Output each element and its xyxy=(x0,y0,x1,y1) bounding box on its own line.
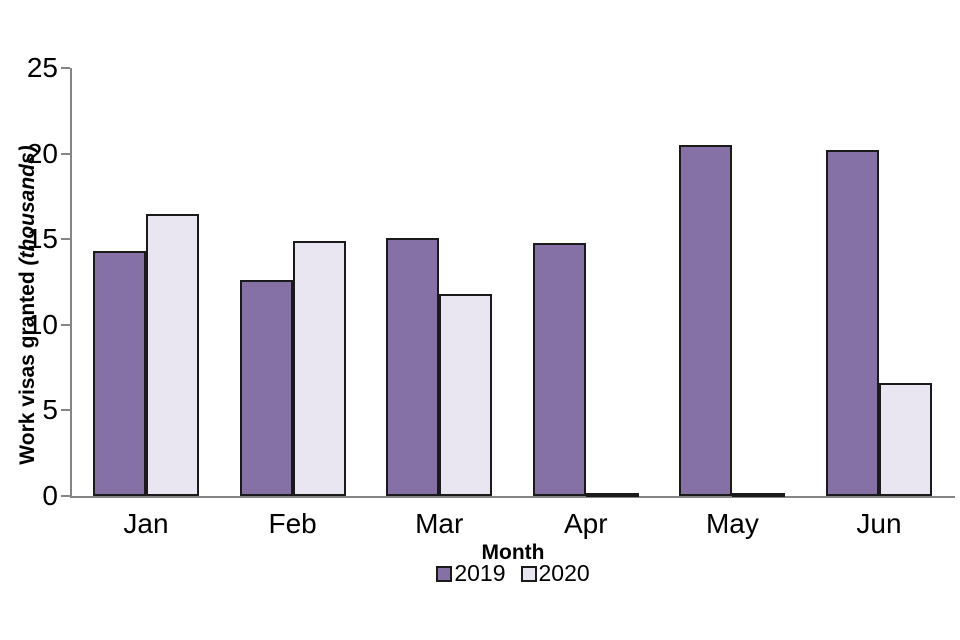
y-tick-label: 20 xyxy=(26,137,58,169)
x-tick-label: Jan xyxy=(123,508,169,539)
x-tick-label: Apr xyxy=(564,508,608,539)
bar-2019-Jun xyxy=(826,150,879,496)
y-tick-label: 5 xyxy=(42,394,58,426)
legend-label: 2019 xyxy=(454,560,506,586)
x-axis-line xyxy=(70,496,955,498)
y-tick xyxy=(61,495,70,497)
y-tick xyxy=(61,152,70,155)
y-axis-title-text: Work visas granted xyxy=(16,271,39,465)
bar-2020-Mar xyxy=(439,294,493,496)
x-tick-label: Feb xyxy=(268,508,317,539)
y-tick xyxy=(61,409,70,412)
legend-swatch-icon xyxy=(520,565,537,582)
y-tick-label: 10 xyxy=(26,308,58,340)
bar-2020-Jun xyxy=(879,383,932,496)
x-tick-label: Mar xyxy=(415,508,464,539)
y-tick xyxy=(61,238,70,241)
bar-2019-Apr xyxy=(532,242,586,496)
y-tick xyxy=(61,67,70,69)
x-tick-label: Jun xyxy=(856,508,902,539)
bar-2020-Jan xyxy=(146,213,199,496)
y-tick xyxy=(61,323,70,326)
y-axis-line xyxy=(70,68,72,498)
x-axis-title: Month xyxy=(481,541,545,564)
y-tick-label: 15 xyxy=(26,223,58,255)
y-tick-label: 25 xyxy=(26,52,58,83)
x-tick-label: May xyxy=(705,508,759,539)
legend-item-2019: 2019 xyxy=(436,560,506,586)
bar-2019-May xyxy=(679,145,733,496)
legend-swatch-icon xyxy=(436,565,453,582)
bar-2020-May xyxy=(732,492,786,497)
bar-2019-Jan xyxy=(93,251,146,496)
bar-2020-Feb xyxy=(292,240,346,496)
legend-item-2020: 2020 xyxy=(520,560,590,586)
y-axis-title: Work visas granted (thousands) xyxy=(16,125,40,485)
bar-2019-Mar xyxy=(386,237,440,496)
legend-label: 2020 xyxy=(538,560,590,586)
y-tick-label: 0 xyxy=(42,480,58,511)
bar-2019-Feb xyxy=(239,280,293,496)
legend: 2019 2020 xyxy=(71,562,955,585)
bar-2020-Apr xyxy=(585,492,639,497)
